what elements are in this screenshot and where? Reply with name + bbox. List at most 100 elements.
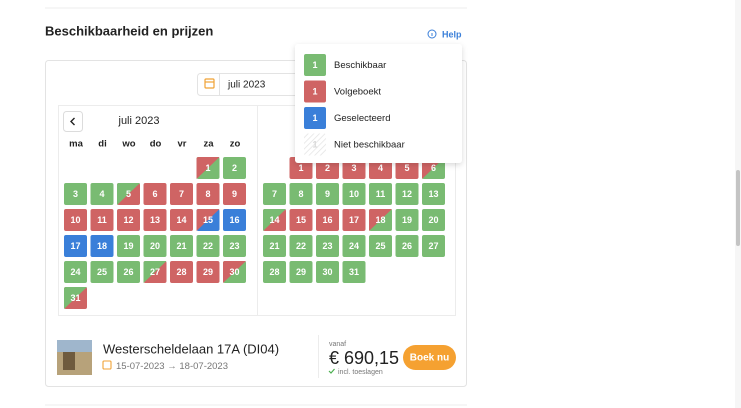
day-number: 4 bbox=[378, 163, 383, 173]
day-number: 11 bbox=[97, 215, 107, 225]
day-cell: 3 bbox=[64, 183, 87, 205]
day-bg bbox=[223, 235, 246, 257]
day-cell: 15 bbox=[196, 209, 220, 231]
help-text[interactable]: Help bbox=[442, 29, 462, 39]
day-cell: 24 bbox=[342, 235, 366, 257]
day-bg bbox=[117, 235, 140, 257]
day-bg bbox=[342, 209, 366, 231]
day-number: 22 bbox=[203, 241, 213, 251]
day-cell: 21 bbox=[263, 235, 286, 257]
day-bg bbox=[64, 235, 87, 257]
day-bg bbox=[90, 183, 114, 205]
day-cell: 19 bbox=[395, 209, 419, 231]
day-number: 22 bbox=[296, 241, 306, 251]
book-button[interactable]: Boek nu bbox=[403, 345, 456, 370]
day-cell: 16 bbox=[223, 209, 246, 231]
day-number: 25 bbox=[97, 267, 107, 277]
day-number: 17 bbox=[349, 215, 359, 225]
day-number: 23 bbox=[229, 241, 239, 251]
day-number: 28 bbox=[269, 267, 279, 277]
day-number: 12 bbox=[402, 189, 412, 199]
day-number: 15 bbox=[296, 215, 306, 225]
day-number: 29 bbox=[296, 267, 306, 277]
day-cell: 11 bbox=[369, 183, 392, 205]
day-cell: 12 bbox=[117, 209, 140, 231]
day-bg bbox=[316, 235, 339, 257]
month-select[interactable]: juli 2023 bbox=[197, 73, 302, 96]
day-bg bbox=[64, 209, 87, 231]
day-number: 21 bbox=[176, 241, 186, 251]
day-split bbox=[196, 209, 220, 231]
day-split bbox=[143, 261, 167, 283]
legend-sample: 1 bbox=[312, 60, 317, 70]
day-cell: 1 bbox=[196, 157, 220, 179]
day-number: 5 bbox=[404, 163, 409, 173]
day-bg bbox=[263, 261, 286, 283]
day-cell: 12 bbox=[395, 183, 419, 205]
day-number: 14 bbox=[269, 215, 279, 225]
scrollbar-thumb[interactable] bbox=[736, 170, 740, 246]
day-number: 11 bbox=[376, 189, 386, 199]
day-bg bbox=[316, 183, 339, 205]
legend-label: Niet beschikbaar bbox=[334, 140, 405, 151]
day-cell: 11 bbox=[90, 209, 114, 231]
day-number: 26 bbox=[123, 267, 133, 277]
legend-swatch bbox=[304, 133, 326, 156]
day-number: 24 bbox=[349, 241, 359, 251]
day-split bbox=[64, 287, 87, 309]
legend-popup: 1 Beschikbaar 1 Volgeboekt 1 Geselecteerd 1 Nie… bbox=[295, 44, 462, 163]
day-number: 18 bbox=[375, 215, 385, 225]
day-number: 7 bbox=[179, 189, 184, 199]
day-bg bbox=[223, 157, 246, 179]
check-in: 15-07-2023 bbox=[116, 361, 165, 372]
day-cell: 9 bbox=[223, 183, 246, 205]
day-cell: 9 bbox=[316, 183, 339, 205]
day-bg bbox=[196, 235, 220, 257]
day-number: 2 bbox=[325, 163, 330, 173]
day-bg bbox=[263, 235, 286, 257]
legend-sample: 1 bbox=[312, 113, 317, 123]
day-bg bbox=[196, 261, 220, 283]
day-cell: 30 bbox=[223, 261, 246, 283]
day-number: 20 bbox=[150, 241, 160, 251]
day-number: 16 bbox=[322, 215, 332, 225]
day-number: 10 bbox=[70, 215, 80, 225]
day-cell: 31 bbox=[64, 287, 87, 309]
day-number: 18 bbox=[97, 241, 107, 251]
help-link[interactable]: Help bbox=[427, 29, 462, 39]
day-cell: 2 bbox=[223, 157, 246, 179]
legend-item: 1 Niet beschikbaar bbox=[304, 133, 405, 156]
day-number: 15 bbox=[203, 215, 213, 225]
calendar-month: juli 2023 bbox=[118, 115, 160, 127]
day-number: 31 bbox=[349, 267, 359, 277]
day-cell: 4 bbox=[90, 183, 114, 205]
day-cell: 18 bbox=[369, 209, 392, 231]
day-bg bbox=[143, 235, 167, 257]
day-bg bbox=[395, 183, 419, 205]
day-bg bbox=[143, 209, 167, 231]
legend-label: Volgeboekt bbox=[334, 87, 381, 98]
day-number: 14 bbox=[176, 215, 186, 225]
book-button-text[interactable]: Boek nu bbox=[410, 353, 449, 364]
legend-label: Geselecteerd bbox=[334, 113, 391, 124]
day-number: 6 bbox=[431, 163, 436, 173]
prev-month-button[interactable] bbox=[63, 111, 83, 132]
day-number: 23 bbox=[322, 241, 332, 251]
day-number: 20 bbox=[428, 215, 438, 225]
day-number: 17 bbox=[70, 241, 80, 251]
month-select-text[interactable]: juli 2023 bbox=[227, 80, 266, 91]
day-number: 24 bbox=[70, 267, 80, 277]
legend-swatch bbox=[304, 80, 326, 103]
day-bg bbox=[64, 261, 87, 283]
day-cell: 29 bbox=[196, 261, 220, 283]
day-number: 29 bbox=[203, 267, 213, 277]
legend-sample: 1 bbox=[312, 139, 317, 149]
day-number: 19 bbox=[123, 241, 133, 251]
day-number: 12 bbox=[123, 215, 133, 225]
day-number: 9 bbox=[325, 189, 330, 199]
day-cell: 7 bbox=[263, 183, 286, 205]
date-arrow: → bbox=[167, 361, 177, 372]
day-cell: 20 bbox=[422, 209, 445, 231]
